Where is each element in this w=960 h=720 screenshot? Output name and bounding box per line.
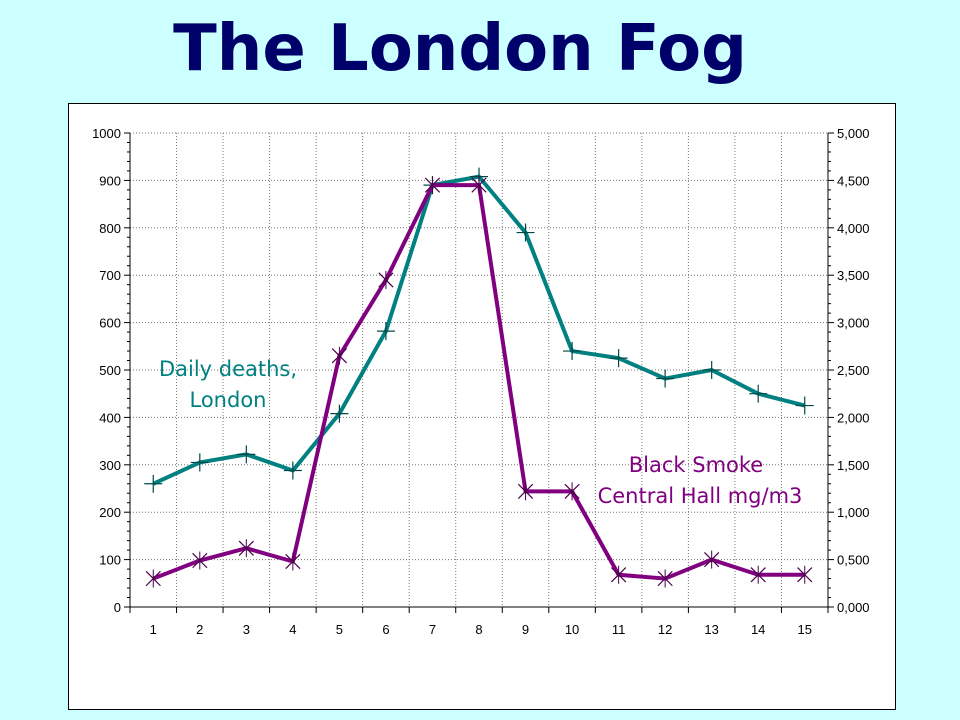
data-point-smoke [331, 346, 348, 365]
data-point-smoke [471, 176, 487, 195]
y-left-tick-label: 500 [99, 363, 121, 378]
x-tick-label: 11 [612, 622, 626, 637]
y-right-tick-label: 3,500 [837, 268, 870, 283]
data-point-smoke [238, 539, 254, 558]
data-point-smoke [564, 482, 580, 501]
x-tick-label: 8 [475, 622, 482, 637]
y-left-tick-label: 0 [114, 600, 121, 615]
y-left-tick-label: 400 [99, 410, 121, 425]
series-layer [144, 167, 814, 588]
data-point-smoke [797, 565, 813, 584]
annotation-smoke-line1: Black Smoke [629, 453, 763, 477]
data-point-smoke [750, 565, 766, 584]
data-point-deaths [749, 384, 768, 403]
annotation-deaths-line2: London [190, 388, 267, 412]
y-right-tick-label: 4,000 [837, 221, 870, 236]
data-point-deaths [656, 369, 675, 388]
y-right-tick-label: 0,500 [837, 553, 870, 568]
axes: 0 0,000 100 0,500 200 1,000 300 1,500 400 2,000 50… [92, 126, 869, 637]
data-point-smoke [610, 565, 627, 584]
data-point-smoke [704, 550, 720, 569]
y-right-tick-label: 1,500 [837, 458, 870, 473]
y-left-tick-label: 1000 [92, 126, 121, 141]
data-point-smoke [145, 569, 161, 588]
y-right-tick-label: 0,000 [837, 600, 870, 615]
data-point-deaths [609, 349, 628, 368]
data-point-deaths [330, 404, 349, 423]
data-point-smoke [424, 176, 441, 195]
data-point-deaths [702, 361, 721, 379]
page-title: The London Fog [173, 12, 747, 86]
data-point-deaths [283, 461, 302, 480]
x-tick-label: 3 [243, 622, 250, 637]
y-right-tick-label: 3,000 [837, 316, 870, 331]
data-point-smoke [517, 482, 534, 501]
data-point-deaths [190, 453, 209, 472]
data-point-deaths [376, 322, 395, 341]
annotation-smoke-line2: Central Hall mg/m3 [598, 484, 803, 508]
y-left-tick-label: 900 [99, 173, 121, 188]
x-tick-label: 5 [336, 622, 343, 637]
data-point-deaths [563, 342, 582, 361]
fog-chart: 0 0,000 100 0,500 200 1,000 300 1,500 400 2,000 50… [68, 103, 896, 710]
y-right-tick-label: 4,500 [837, 173, 870, 188]
y-left-tick-label: 200 [99, 505, 121, 520]
y-left-tick-label: 300 [99, 458, 121, 473]
x-tick-label: 7 [429, 622, 436, 637]
data-point-deaths [237, 445, 256, 464]
data-point-smoke [285, 552, 301, 571]
x-tick-label: 4 [289, 622, 296, 637]
y-left-tick-label: 800 [99, 221, 121, 236]
y-right-tick-label: 2,000 [837, 410, 870, 425]
annotations: Daily deaths, London Black Smoke Central… [159, 357, 802, 508]
data-point-smoke [657, 569, 673, 588]
data-point-deaths [795, 396, 814, 415]
y-right-tick-label: 1,000 [837, 505, 870, 520]
x-tick-label: 2 [196, 622, 203, 637]
y-left-tick-label: 100 [99, 553, 121, 568]
annotation-deaths-line1: Daily deaths, [159, 357, 297, 381]
y-right-tick-label: 5,000 [837, 126, 870, 141]
y-left-tick-label: 600 [99, 316, 121, 331]
data-point-smoke [378, 270, 394, 289]
x-tick-label: 10 [565, 622, 579, 637]
x-tick-label: 9 [522, 622, 529, 637]
x-tick-label: 13 [704, 622, 718, 637]
y-left-tick-label: 700 [99, 268, 121, 283]
data-point-deaths [144, 474, 163, 493]
x-tick-label: 12 [658, 622, 672, 637]
y-right-tick-label: 2,500 [837, 363, 870, 378]
x-tick-label: 1 [150, 622, 157, 637]
x-tick-label: 6 [382, 622, 389, 637]
x-tick-label: 14 [751, 622, 765, 637]
data-point-smoke [192, 551, 208, 570]
x-tick-label: 15 [797, 622, 811, 637]
data-point-deaths [516, 223, 535, 242]
